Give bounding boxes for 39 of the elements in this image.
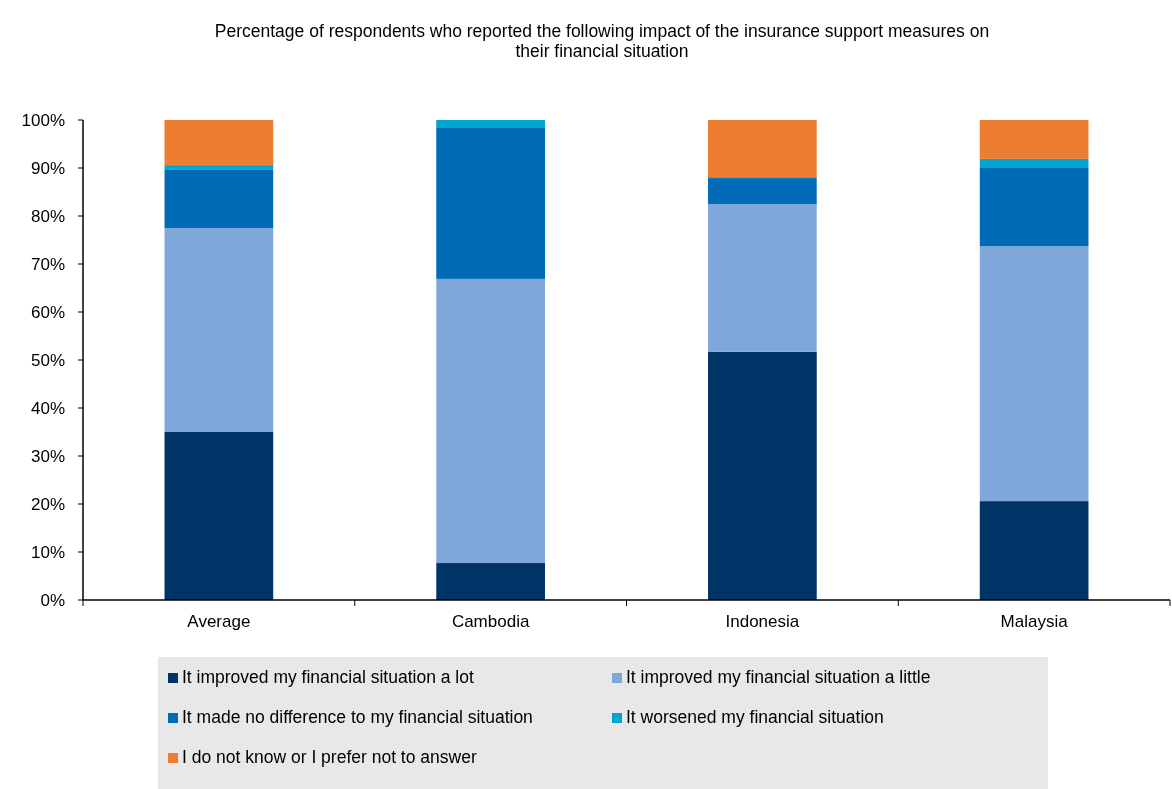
y-tick-label: 0%	[40, 590, 65, 610]
bar	[708, 178, 817, 204]
y-tick-label: 100%	[21, 110, 65, 130]
x-tick-label: Average	[187, 612, 251, 631]
x-tick-label: Malaysia	[1000, 612, 1069, 631]
y-tick-label: 20%	[30, 494, 65, 514]
bar	[436, 563, 545, 600]
bar	[436, 120, 545, 128]
chart-title: Percentage of respondents who reported the following impact of the insurance support measures on their financial situation	[214, 21, 990, 61]
bar	[708, 204, 817, 352]
legend-label: It improved my financial situation a little	[626, 667, 931, 687]
y-tick-label: 80%	[30, 206, 65, 226]
bar	[436, 278, 545, 564]
bar	[164, 228, 274, 432]
bar	[979, 246, 1089, 502]
legend-label: I do not know or I prefer not to answer	[182, 747, 477, 767]
y-tick-label: 90%	[30, 158, 65, 178]
y-tick-label: 60%	[30, 302, 65, 322]
bar	[708, 351, 817, 600]
bar	[436, 127, 545, 279]
bar	[164, 432, 274, 600]
x-tick-label: Cambodia	[451, 612, 530, 631]
x-tick-label: Indonesia	[725, 612, 800, 631]
bar	[164, 165, 274, 170]
legend-label: It made no difference to my financial situation	[182, 707, 533, 727]
bar	[164, 169, 274, 228]
bar	[164, 120, 274, 166]
y-tick-label: 50%	[30, 350, 65, 370]
bar	[979, 120, 1089, 159]
y-tick-label: 40%	[30, 398, 65, 418]
y-tick-label: 70%	[30, 254, 65, 274]
legend-label: It improved my financial situation a lot	[182, 667, 474, 687]
bar	[979, 168, 1089, 247]
legend-label: It worsened my financial situation	[626, 707, 884, 727]
y-tick-label: 30%	[30, 446, 65, 466]
bar	[708, 120, 817, 178]
bar	[979, 501, 1089, 600]
y-tick-label: 10%	[30, 542, 65, 562]
bar	[979, 158, 1089, 168]
